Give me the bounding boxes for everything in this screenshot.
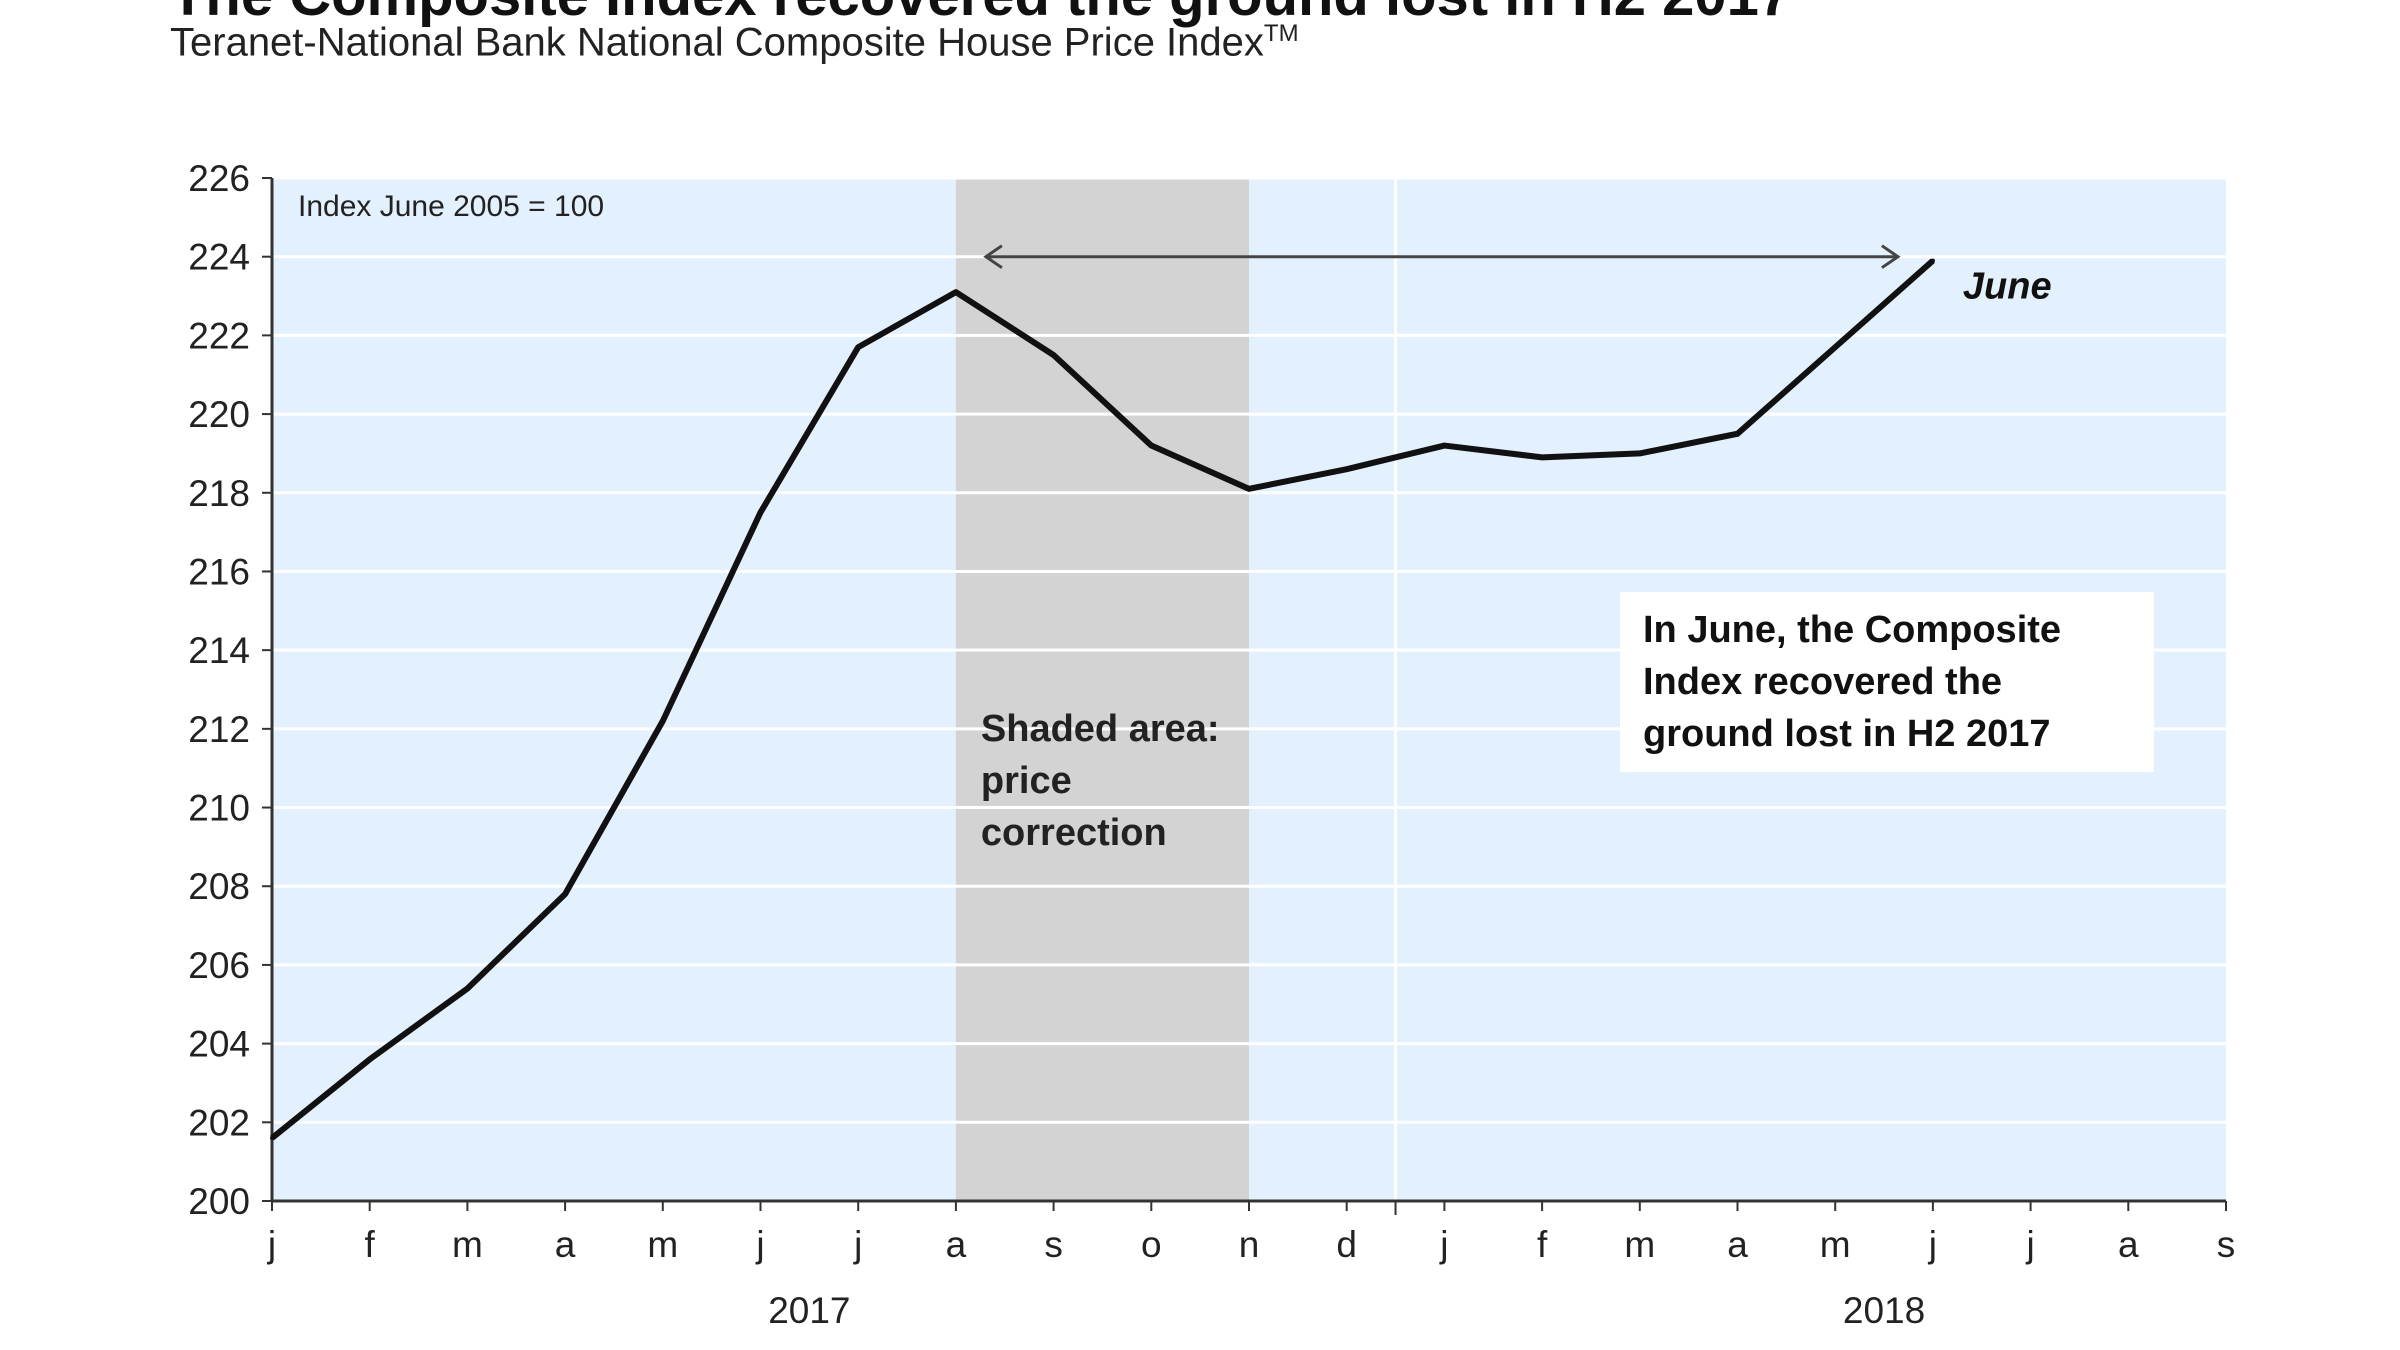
y-tick-label: 200 bbox=[188, 1181, 250, 1222]
y-tick-label: 204 bbox=[188, 1024, 250, 1065]
data-point bbox=[1344, 467, 1349, 472]
y-tick-label: 206 bbox=[188, 945, 250, 986]
data-point bbox=[1247, 486, 1251, 491]
y-tick-label: 222 bbox=[188, 315, 250, 356]
x-tick-label: m bbox=[452, 1224, 483, 1265]
data-point bbox=[1051, 353, 1056, 358]
x-tick-label: f bbox=[365, 1224, 376, 1265]
arrow-head-right bbox=[1881, 244, 1901, 269]
x-tick-label: a bbox=[2118, 1224, 2139, 1265]
shaded-area-label: Shaded area: bbox=[981, 708, 1220, 750]
data-point bbox=[856, 345, 861, 350]
chart-subtitle: Teranet-National Bank National Composite… bbox=[170, 20, 1299, 65]
data-point bbox=[758, 510, 763, 515]
subtitle-trademark: TM bbox=[1263, 20, 1299, 47]
y-tick-label: 214 bbox=[188, 630, 250, 671]
x-tick-label: a bbox=[946, 1224, 967, 1265]
x-tick-label: j bbox=[755, 1224, 764, 1265]
data-point bbox=[1735, 431, 1740, 436]
y-tick-label: 210 bbox=[188, 788, 250, 829]
shaded-area-label: correction bbox=[981, 812, 1167, 854]
year-label: 2018 bbox=[1843, 1290, 1925, 1331]
x-tick-label: j bbox=[1439, 1224, 1448, 1265]
end-label: June bbox=[1963, 266, 2052, 308]
annotation-text: Index recovered the bbox=[1643, 661, 2002, 703]
data-point bbox=[660, 718, 665, 723]
annotation-box bbox=[1620, 592, 2154, 772]
y-tick-label: 220 bbox=[188, 394, 250, 435]
x-tick-label: j bbox=[267, 1224, 276, 1265]
year-label: 2017 bbox=[768, 1290, 850, 1331]
x-tick-label: d bbox=[1336, 1224, 1357, 1265]
data-point bbox=[1149, 443, 1154, 448]
data-point bbox=[1930, 258, 1935, 263]
data-point bbox=[1540, 455, 1545, 460]
x-tick-label: m bbox=[1820, 1224, 1851, 1265]
data-point bbox=[563, 892, 568, 897]
annotation-text: In June, the Composite bbox=[1643, 609, 2061, 651]
y-tick-label: 212 bbox=[188, 709, 250, 750]
annotation-text: ground lost in H2 2017 bbox=[1643, 713, 2051, 755]
data-point bbox=[465, 986, 470, 991]
y-tick-label: 208 bbox=[188, 866, 250, 907]
y-tick-label: 202 bbox=[188, 1102, 250, 1143]
x-tick-label: j bbox=[1928, 1224, 1937, 1265]
data-point bbox=[1637, 451, 1642, 456]
x-tick-label: m bbox=[1624, 1224, 1655, 1265]
index-line bbox=[270, 258, 1935, 1141]
arrow-head-left bbox=[983, 244, 1003, 269]
x-tick-label: s bbox=[2217, 1224, 2236, 1265]
index-note: Index June 2005 = 100 bbox=[298, 190, 604, 223]
y-tick-label: 226 bbox=[188, 158, 250, 199]
y-tick-label: 218 bbox=[188, 473, 250, 514]
x-tick-label: j bbox=[853, 1224, 862, 1265]
data-point bbox=[367, 1057, 372, 1062]
x-tick-label: o bbox=[1141, 1224, 1162, 1265]
y-tick-label: 216 bbox=[188, 551, 250, 592]
data-point bbox=[953, 290, 958, 295]
chart-title: The Composite Index recovered the ground… bbox=[170, 0, 1791, 29]
x-tick-label: f bbox=[1537, 1224, 1548, 1265]
shaded-region bbox=[955, 178, 1249, 1201]
y-tick-label: 224 bbox=[188, 237, 250, 278]
x-tick-label: s bbox=[1044, 1224, 1063, 1265]
data-point bbox=[1833, 345, 1838, 350]
data-point bbox=[1442, 443, 1447, 448]
x-tick-label: m bbox=[647, 1224, 678, 1265]
subtitle-text: Teranet-National Bank National Composite… bbox=[170, 20, 1264, 65]
data-point bbox=[270, 1136, 274, 1141]
x-tick-label: n bbox=[1239, 1224, 1260, 1265]
shaded-area-label: price bbox=[981, 760, 1072, 802]
x-tick-label: a bbox=[1727, 1224, 1748, 1265]
x-tick-label: a bbox=[555, 1224, 576, 1265]
x-tick-label: j bbox=[2025, 1224, 2034, 1265]
